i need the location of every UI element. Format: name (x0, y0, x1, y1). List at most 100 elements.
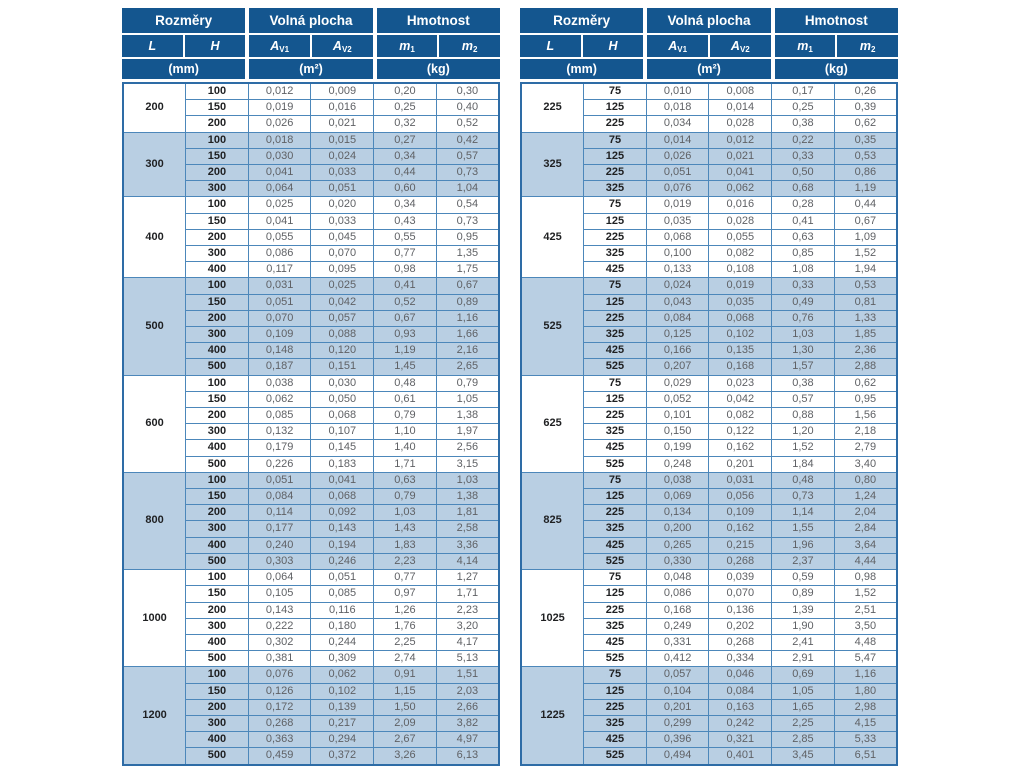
value-cell: 4,17 (435, 633, 500, 652)
value-cell: 0,76 (771, 309, 835, 328)
header-block-dimensions: Rozměry L H (mm) (122, 8, 246, 79)
dimension-H-cell: 300 (185, 326, 249, 344)
value-cell: 1,05 (771, 682, 835, 700)
value-cell: 1,76 (373, 617, 437, 635)
header-symbol-m2: m2 (837, 35, 898, 57)
header-block-free-area: Volná plocha AV1 AV2 (m²) (249, 8, 373, 79)
value-cell: 0,028 (708, 115, 773, 133)
table-row: 300 0,132 0,107 1,10 1,97 (123, 423, 500, 441)
value-cell: 0,217 (310, 714, 375, 733)
dimension-H-cell: 525 (583, 455, 647, 473)
value-cell: 0,068 (708, 309, 773, 328)
header-group-label: Rozměry (122, 8, 246, 33)
table-row: 525 0,412 0,334 2,91 5,47 (521, 650, 898, 668)
table-row: 400 0,117 0,095 0,98 1,75 (123, 261, 500, 279)
value-cell: 1,40 (373, 439, 437, 457)
dimension-H-cell: 150 (185, 390, 249, 409)
value-cell: 5,47 (833, 650, 898, 668)
value-cell: 1,55 (771, 520, 835, 538)
value-cell: 0,89 (771, 585, 835, 603)
dimension-H-cell: 75 (583, 277, 647, 295)
header-block-free-area: Volná plocha AV1 AV2 (m²) (647, 8, 771, 79)
table-row: 500 100 0,031 0,025 0,41 0,67 (122, 277, 500, 376)
table-row: 150 0,019 0,016 0,25 0,40 (123, 99, 500, 117)
table-row: 200 0,172 0,139 1,50 2,66 (123, 698, 500, 716)
value-cell: 0,459 (247, 747, 312, 766)
table-row: 225 0,101 0,082 0,88 1,56 (521, 407, 898, 425)
table-row: 800 100 0,051 0,041 0,63 1,03 (122, 471, 500, 571)
value-cell: 1,09 (833, 228, 898, 247)
dimension-H-cell: 150 (185, 682, 249, 700)
header-symbol-m1: m1 (774, 35, 836, 57)
value-cell: 0,019 (645, 196, 710, 214)
header-symbol-Av2: AV2 (710, 35, 771, 57)
table-row: 125 0,043 0,035 0,49 0,81 (521, 293, 898, 311)
dimension-H-cell: 300 (185, 617, 249, 635)
value-cell: 2,67 (373, 731, 437, 749)
value-cell: 0,302 (247, 633, 312, 652)
value-cell: 0,082 (708, 245, 773, 263)
value-cell: 0,88 (771, 407, 835, 425)
dimension-H-cell: 500 (185, 552, 249, 571)
value-cell: 0,084 (247, 488, 312, 506)
table-row: 525 75 0,024 0,019 0,33 0,53 (520, 277, 898, 376)
dimension-L-cell: 400 (122, 196, 187, 279)
value-cell: 1,04 (435, 180, 500, 198)
value-cell: 0,187 (247, 358, 312, 376)
value-cell: 0,051 (310, 180, 375, 198)
value-cell: 0,021 (708, 147, 773, 166)
value-cell: 0,139 (310, 698, 375, 716)
value-cell: 0,162 (708, 520, 773, 538)
value-cell: 0,010 (645, 82, 710, 101)
value-cell: 0,150 (645, 423, 710, 441)
table-row: 400 0,179 0,145 1,40 2,56 (123, 439, 500, 457)
value-cell: 0,248 (645, 455, 710, 473)
value-cell: 0,57 (771, 390, 835, 409)
value-cell: 0,151 (310, 358, 375, 376)
value-cell: 2,03 (435, 682, 500, 700)
value-cell: 0,79 (373, 488, 437, 506)
table-row: 225 0,201 0,163 1,65 2,98 (521, 698, 898, 716)
value-cell: 0,200 (645, 520, 710, 538)
dimension-H-cell: 400 (185, 439, 249, 457)
header-symbols-row: m1 m2 (774, 35, 898, 57)
value-cell: 1,52 (833, 245, 898, 263)
header-block-dimensions: Rozměry L H (mm) (520, 8, 644, 79)
table-row: 525 0,330 0,268 2,37 4,44 (521, 552, 898, 571)
value-cell: 0,031 (708, 471, 773, 490)
value-cell: 0,020 (310, 196, 375, 214)
table-row: 325 0,150 0,122 1,20 2,18 (521, 423, 898, 441)
value-cell: 0,062 (708, 180, 773, 198)
value-cell: 2,98 (833, 698, 898, 716)
value-cell: 0,93 (373, 326, 437, 344)
value-cell: 0,026 (247, 115, 312, 133)
value-cell: 1,80 (833, 682, 898, 700)
table-row: 1225 75 0,057 0,046 0,69 1,16 (520, 666, 898, 766)
value-cell: 0,73 (435, 212, 500, 230)
dimension-L-cell: 1225 (520, 666, 585, 766)
value-cell: 0,201 (708, 455, 773, 473)
value-cell: 0,055 (247, 228, 312, 247)
header-symbol-L: L (520, 35, 581, 57)
value-cell: 0,056 (708, 488, 773, 506)
value-cell: 0,030 (247, 147, 312, 166)
value-cell: 0,120 (310, 342, 375, 360)
value-cell: 1,38 (435, 488, 500, 506)
value-cell: 0,226 (247, 455, 312, 473)
dimension-L-cell: 500 (122, 277, 187, 376)
value-cell: 1,10 (373, 423, 437, 441)
value-cell: 0,303 (247, 552, 312, 571)
value-cell: 0,222 (247, 617, 312, 635)
value-cell: 0,086 (645, 585, 710, 603)
table-header: Rozměry L H (mm) Volná plocha AV1 AV2 (m… (520, 8, 898, 79)
header-unit-kg: (kg) (376, 59, 500, 79)
dimension-H-cell: 75 (583, 82, 647, 101)
value-cell: 0,34 (373, 196, 437, 214)
value-cell: 0,168 (645, 601, 710, 619)
value-cell: 2,51 (833, 601, 898, 619)
value-cell: 0,48 (373, 374, 437, 392)
table-row: 150 0,105 0,085 0,97 1,71 (123, 585, 500, 603)
value-cell: 0,268 (708, 633, 773, 652)
value-cell: 1,94 (833, 261, 898, 279)
value-cell: 0,246 (310, 552, 375, 571)
